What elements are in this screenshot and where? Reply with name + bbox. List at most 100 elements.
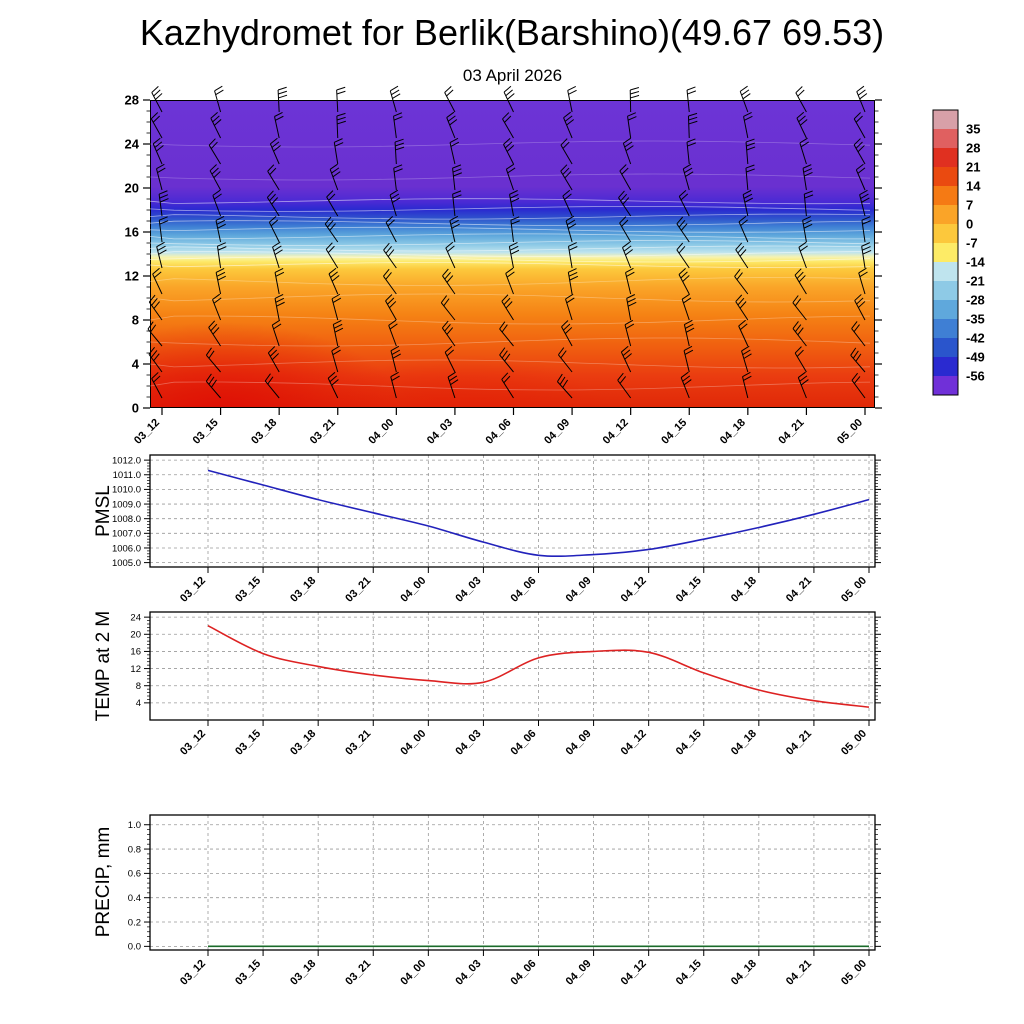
svg-text:04_12: 04_12: [619, 958, 649, 988]
svg-text:03_15: 03_15: [191, 417, 221, 447]
svg-text:04_21: 04_21: [784, 728, 814, 758]
svg-text:04_00: 04_00: [398, 575, 428, 605]
svg-text:28: 28: [125, 93, 139, 108]
svg-text:12: 12: [130, 664, 141, 675]
svg-text:03_12: 03_12: [178, 958, 208, 988]
svg-text:04_18: 04_18: [718, 417, 748, 447]
svg-text:03_18: 03_18: [288, 728, 318, 758]
svg-text:1012.0: 1012.0: [112, 455, 141, 466]
svg-text:1010.0: 1010.0: [112, 485, 141, 496]
svg-text:03_12: 03_12: [178, 728, 208, 758]
svg-text:04_06: 04_06: [509, 728, 539, 758]
svg-text:04_15: 04_15: [674, 728, 704, 758]
svg-text:04_21: 04_21: [784, 575, 814, 605]
svg-text:04_12: 04_12: [619, 575, 649, 605]
svg-text:03_21: 03_21: [343, 958, 373, 988]
svg-text:7: 7: [966, 198, 973, 213]
svg-text:03_21: 03_21: [343, 575, 373, 605]
svg-text:0.6: 0.6: [128, 869, 141, 880]
svg-text:05_00: 05_00: [835, 417, 865, 447]
svg-text:04_06: 04_06: [509, 575, 539, 605]
svg-text:20: 20: [130, 630, 141, 641]
svg-text:05_00: 05_00: [839, 575, 869, 605]
svg-text:24: 24: [130, 612, 141, 623]
svg-text:04_06: 04_06: [509, 958, 539, 988]
svg-text:8: 8: [132, 313, 139, 328]
svg-text:28: 28: [966, 141, 980, 156]
svg-text:-7: -7: [966, 236, 978, 251]
svg-text:04_09: 04_09: [542, 417, 572, 447]
svg-text:04_12: 04_12: [601, 417, 631, 447]
svg-text:-49: -49: [966, 350, 985, 365]
temp-axis-title: TEMP at 2 M: [93, 610, 114, 722]
svg-text:-56: -56: [966, 369, 985, 384]
svg-text:4: 4: [136, 698, 141, 709]
svg-text:04_03: 04_03: [453, 958, 483, 988]
svg-text:04_09: 04_09: [564, 575, 594, 605]
pmsl-chart: 1005.0 1006.0 1007.0 1008.0 1009.0 1010.0 1011…: [112, 454, 881, 605]
svg-text:-35: -35: [966, 312, 985, 327]
svg-text:21: 21: [966, 160, 980, 175]
svg-text:0.2: 0.2: [128, 917, 141, 928]
pmsl-axis-title: PMSL: [93, 485, 114, 537]
svg-text:04_18: 04_18: [729, 575, 759, 605]
svg-text:04_03: 04_03: [425, 417, 455, 447]
svg-text:16: 16: [130, 647, 141, 658]
svg-text:-14: -14: [966, 255, 986, 270]
svg-text:1009.0: 1009.0: [112, 499, 141, 510]
svg-text:1005.0: 1005.0: [112, 558, 141, 569]
svg-text:0.8: 0.8: [128, 844, 141, 855]
svg-text:03_15: 03_15: [233, 958, 263, 988]
svg-text:04_06: 04_06: [484, 417, 514, 447]
svg-text:04_21: 04_21: [784, 958, 814, 988]
svg-text:03_15: 03_15: [233, 575, 263, 605]
svg-text:04_09: 04_09: [564, 958, 594, 988]
svg-text:0: 0: [132, 401, 139, 416]
svg-text:03_21: 03_21: [343, 728, 373, 758]
svg-text:4: 4: [132, 357, 140, 372]
temp-chart: 4 8 12 16 20 24 03_12 03_15 03_18 03_21 04_00 04_03…: [130, 611, 881, 758]
svg-text:03_18: 03_18: [288, 958, 318, 988]
svg-text:03_18: 03_18: [249, 417, 279, 447]
svg-text:0.0: 0.0: [128, 942, 141, 953]
svg-text:04_00: 04_00: [366, 417, 396, 447]
svg-text:05_00: 05_00: [839, 958, 869, 988]
svg-text:03_12: 03_12: [132, 417, 162, 447]
svg-text:04_12: 04_12: [619, 728, 649, 758]
svg-text:04_00: 04_00: [398, 728, 428, 758]
svg-text:04_09: 04_09: [564, 728, 594, 758]
svg-text:8: 8: [136, 681, 141, 692]
svg-text:03_15: 03_15: [233, 728, 263, 758]
svg-text:04_03: 04_03: [453, 575, 483, 605]
svg-text:20: 20: [125, 181, 139, 196]
svg-text:1007.0: 1007.0: [112, 529, 141, 540]
svg-text:04_21: 04_21: [776, 417, 806, 447]
svg-text:0.4: 0.4: [128, 893, 141, 904]
temperature-shading: [150, 100, 875, 408]
svg-text:03_12: 03_12: [178, 575, 208, 605]
svg-text:04_18: 04_18: [729, 728, 759, 758]
precip-axis-title: PRECIP, mm: [93, 826, 114, 938]
page-title: Kazhydromet for Berlik(Barshino)(49.67 6…: [139, 12, 885, 53]
svg-text:14: 14: [966, 179, 981, 194]
svg-text:04_03: 04_03: [453, 728, 483, 758]
svg-text:1006.0: 1006.0: [112, 543, 141, 554]
cross-section-panel: 0 4 8 12 16 20 24 28 03_12 03_15 03_18 03_21 04_00 04…: [125, 85, 882, 447]
svg-text:03_21: 03_21: [308, 417, 338, 447]
svg-text:35: 35: [966, 122, 980, 137]
svg-text:1.0: 1.0: [128, 820, 141, 831]
svg-text:0: 0: [966, 217, 973, 232]
svg-text:04_15: 04_15: [659, 417, 689, 447]
svg-text:05_00: 05_00: [839, 728, 869, 758]
svg-text:-42: -42: [966, 331, 985, 346]
svg-text:-28: -28: [966, 293, 985, 308]
svg-text:04_15: 04_15: [674, 575, 704, 605]
svg-text:04_18: 04_18: [729, 958, 759, 988]
colorbar: 35 28 21 14 7 0 -7 -14 -21 -28 -35 -42 -49 -56: [932, 109, 986, 396]
svg-text:1008.0: 1008.0: [112, 514, 141, 525]
precip-chart: 0.0 0.2 0.4 0.6 0.8 1.0 03_12 03_15 03_18 03_21 04…: [128, 814, 881, 988]
wind-barbs-layer: 0 4 8 12 16 20 24 28 03_12 03_15 03_18 03_21 04_00 04…: [125, 85, 882, 447]
svg-text:12: 12: [125, 269, 139, 284]
svg-text:04_00: 04_00: [398, 958, 428, 988]
